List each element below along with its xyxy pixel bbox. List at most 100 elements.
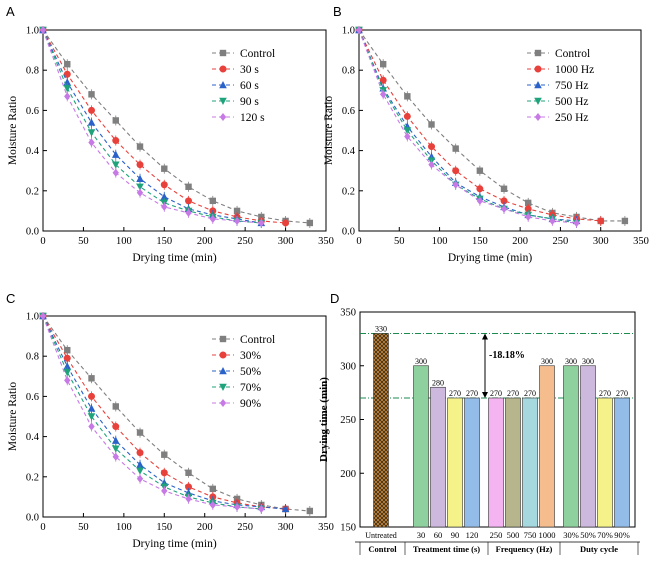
bar: [597, 397, 613, 528]
legend-marker: [219, 97, 227, 105]
y-tick-label: 0.6: [26, 106, 39, 117]
data-point: [209, 500, 216, 509]
legend-marker: [534, 113, 542, 121]
annotation-label: -18.18%: [489, 350, 525, 361]
x-tick-label: 750: [524, 530, 537, 540]
data-point: [111, 436, 120, 444]
y-tick-label: 0.4: [26, 146, 40, 157]
data-point: [379, 76, 387, 84]
y-tick-label: 0.8: [26, 66, 39, 77]
bar: [488, 397, 504, 528]
x-tick-label: Untreated: [365, 531, 397, 540]
x-tick-label: 350: [318, 522, 334, 533]
legend-marker: [534, 65, 542, 73]
data-point: [87, 413, 96, 421]
data-point: [452, 145, 459, 152]
y-tick-label: 0.0: [342, 227, 355, 238]
data-point: [306, 507, 314, 515]
data-point: [161, 486, 168, 495]
legend-label: 500 Hz: [555, 96, 589, 108]
bar-value-label: 280: [432, 378, 444, 387]
y-tick-label: 0.2: [26, 472, 39, 483]
bar: [464, 397, 480, 528]
data-point: [452, 167, 460, 175]
data-point: [428, 160, 435, 169]
x-tick-label: 90: [451, 530, 460, 540]
data-point: [379, 90, 387, 99]
legend-marker: [219, 335, 227, 343]
y-axis-label: Drying time (min): [318, 377, 330, 462]
legend-label: 90 s: [240, 96, 259, 108]
group-label: Frequency (Hz): [496, 544, 553, 554]
x-tick-label: 90%: [614, 530, 630, 540]
bar: [580, 365, 596, 528]
data-point: [403, 112, 411, 120]
data-point: [161, 451, 168, 458]
data-point: [404, 93, 411, 100]
data-point: [136, 143, 144, 150]
group-label: Control: [368, 544, 397, 554]
x-tick-label: 300: [278, 522, 294, 533]
data-point: [111, 150, 120, 158]
bar-value-label: 270: [616, 389, 628, 398]
data-point: [209, 197, 216, 205]
y-tick-label: 0.8: [342, 66, 355, 77]
data-point: [476, 167, 484, 174]
x-tick-label: 1000: [539, 530, 556, 540]
x-tick-label: 60: [434, 530, 443, 540]
legend-marker: [219, 351, 227, 359]
data-point: [525, 199, 532, 207]
legend-label: 50%: [240, 366, 262, 378]
bar-value-label: 300: [582, 357, 594, 366]
bar: [563, 365, 579, 528]
data-point: [64, 92, 71, 101]
data-point: [233, 502, 241, 511]
data-point: [136, 449, 144, 457]
data-point: [136, 467, 144, 475]
plot-frame: [358, 29, 642, 232]
data-point: [233, 216, 241, 225]
data-point: [39, 312, 47, 320]
x-tick-label: 350: [318, 236, 334, 247]
data-point: [282, 219, 290, 227]
data-point: [500, 204, 508, 213]
data-point: [524, 205, 532, 213]
data-point: [428, 121, 435, 128]
data-point: [549, 216, 556, 225]
bar: [413, 365, 429, 528]
panel-b-line-chart: B 0 50 100 150 200 250 300 350 0.0 0.2 0.4 0.6 0.8 1.…: [323, 4, 649, 264]
legend-label: 30 s: [240, 64, 259, 76]
x-tick-label: 250: [237, 522, 253, 533]
bar-value-label: 270: [599, 389, 611, 398]
x-axis-label: Drying time (min): [448, 252, 532, 264]
series-line: [42, 29, 262, 224]
series-line: [42, 315, 262, 510]
data-point: [573, 218, 580, 227]
data-point: [88, 91, 95, 98]
x-tick-label: 0: [40, 522, 45, 533]
data-point: [258, 218, 265, 227]
legend-marker: [534, 97, 542, 105]
data-point: [88, 422, 95, 431]
legend-label: 750 Hz: [555, 80, 589, 92]
annotation-arrowhead: [482, 392, 488, 398]
y-tick-label: 250: [340, 415, 356, 426]
legend-marker: [219, 383, 227, 391]
data-point: [355, 26, 363, 34]
panel-a-line-chart: A 0 50 100 150 200 250 300 350 0.0 0.2 0.4 0.6 0.8 1.…: [6, 4, 334, 264]
panel-c-line-chart: C 0 50 100 150 200 250 300 350 0.0 0.2 0.4 0.6 0.8 1.…: [6, 291, 334, 550]
y-tick-label: 0.0: [26, 513, 39, 524]
legend-marker: [219, 65, 227, 73]
x-tick-label: 70%: [597, 530, 613, 540]
data-point: [525, 212, 532, 221]
data-point: [209, 214, 216, 223]
data-point: [185, 483, 193, 491]
series-line: [42, 315, 310, 512]
data-point: [112, 117, 119, 124]
bar: [614, 397, 630, 528]
series-line: [42, 315, 262, 510]
data-point: [185, 197, 193, 205]
data-point: [88, 106, 96, 114]
legend-marker: [219, 367, 227, 375]
